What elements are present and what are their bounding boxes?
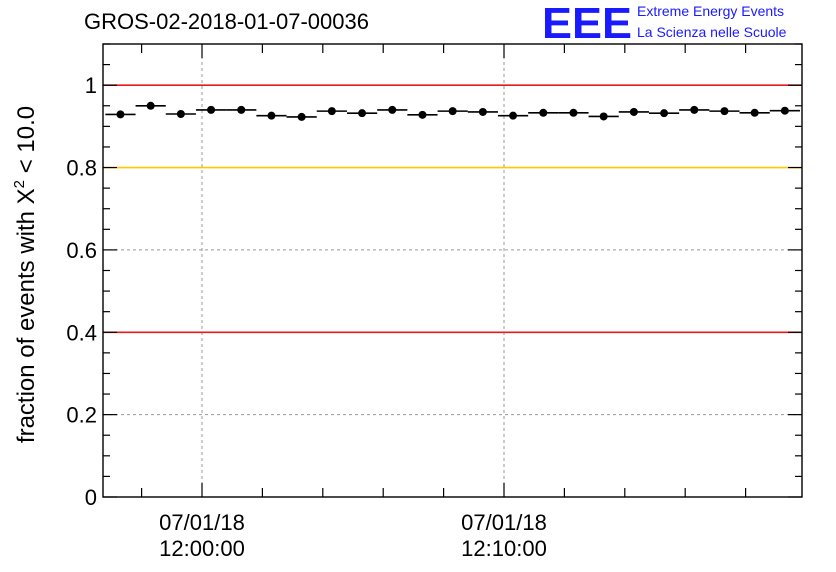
data-point (327, 107, 336, 116)
data-point (297, 112, 306, 121)
data-point (750, 108, 759, 117)
data-point (660, 109, 669, 118)
y-tick-label: 0 (85, 485, 97, 510)
x-tick-label-time: 12:10:00 (461, 536, 547, 561)
data-point (388, 105, 397, 114)
y-tick-label: 0.6 (66, 238, 97, 263)
y-tick-label: 1 (85, 73, 97, 98)
data-point (478, 107, 487, 116)
data-point (780, 106, 789, 115)
brand-line-1: Extreme Energy Events (637, 3, 785, 19)
x-tick-label-date: 07/01/18 (159, 510, 245, 535)
data-point (116, 110, 125, 119)
data-point (418, 110, 427, 119)
brand-line-2: La Scienza nelle Scuole (637, 24, 787, 40)
data-point (539, 108, 548, 117)
data-point (237, 105, 246, 114)
data-point (690, 105, 699, 114)
data-point (207, 105, 216, 114)
y-tick-label: 0.2 (66, 403, 97, 428)
data-point (267, 111, 276, 120)
y-tick-label: 0.4 (66, 320, 97, 345)
eee-logo: EEE (542, 0, 632, 42)
data-point (569, 108, 578, 117)
data-point (176, 110, 185, 119)
data-point (146, 101, 155, 110)
x-tick-label-time: 12:00:00 (159, 536, 245, 561)
y-axis-label: fraction of events with X2 < 10.0 (11, 106, 40, 443)
y-tick-label: 0.8 (66, 156, 97, 181)
data-point (599, 112, 608, 121)
chart-title: GROS-02-2018-01-07-00036 (84, 9, 369, 34)
data-point (448, 107, 457, 116)
svg-text:EEE: EEE (542, 0, 632, 42)
data-point (720, 107, 729, 116)
x-tick-label-date: 07/01/18 (461, 510, 547, 535)
data-point (629, 107, 638, 116)
data-point (509, 111, 518, 120)
data-point (358, 109, 367, 118)
